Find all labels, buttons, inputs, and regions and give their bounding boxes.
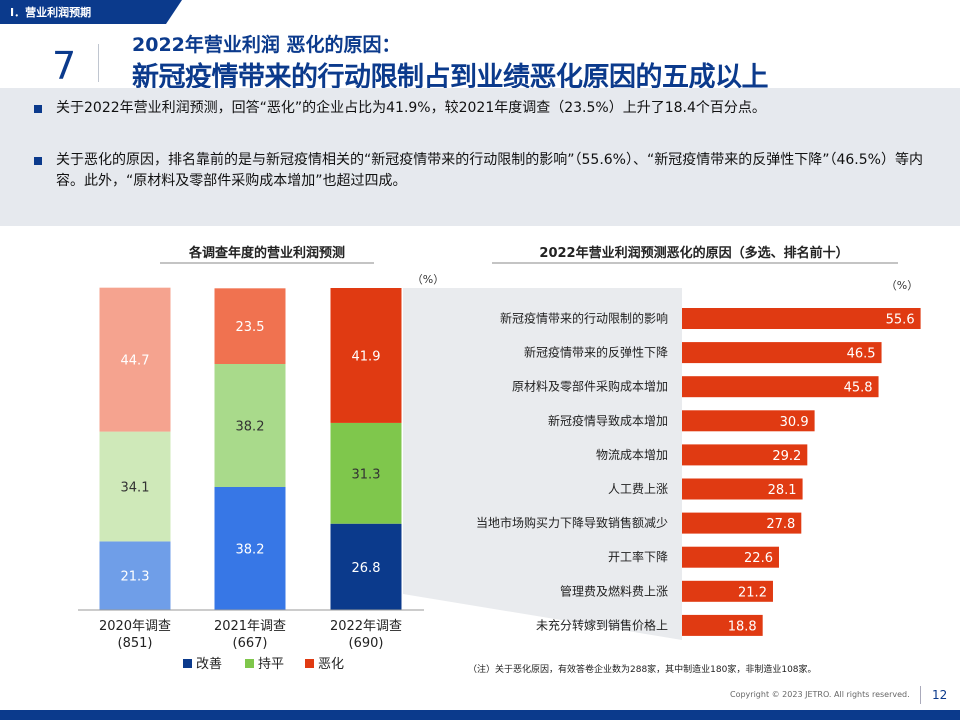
data-label: 29.2 [772, 449, 801, 464]
horizontal-bar [682, 444, 808, 466]
data-label: 38.2 [236, 419, 265, 434]
data-label: 18.8 [728, 619, 757, 634]
horizontal-bar [682, 512, 802, 534]
callout-connector [403, 288, 682, 640]
y-tick-label: 人工费上涨 [608, 481, 668, 496]
stacked-bar-segment [330, 288, 402, 423]
page-number: 7 [52, 44, 77, 88]
horizontal-bar-chart: 2022年营业利润预测恶化的原因（多选、排名前十） （%） 55.6 新冠疫情带来的行… [476, 245, 921, 636]
y-tick-label: 新冠疫情导致成本增加 [548, 413, 668, 428]
y-tick-label: 当地市场购买力下降导致销售额减少 [476, 515, 668, 530]
charts-area: 各调查年度的营业利润预测 （%） 21.3 34.1 44.7 2020年调查 (851) 3… [78, 245, 921, 670]
data-label: 28.1 [768, 483, 797, 498]
data-label: 27.8 [766, 517, 795, 532]
x-tick-count: (851) [118, 636, 153, 651]
data-label: 31.3 [352, 467, 381, 482]
data-label: 21.3 [121, 570, 150, 585]
legend-label: 改善 [196, 656, 222, 670]
summary-bullet-text: 关于2022年营业利润预测，回答“恶化”的企业占比为41.9%，较2021年度调… [56, 100, 766, 116]
left-chart-title: 各调查年度的营业利润预测 [188, 245, 345, 261]
left-chart-unit: （%） [412, 273, 444, 286]
page-title: 新冠疫情带来的行动限制占到业绩恶化原因的五成以上 [132, 62, 769, 93]
horizontal-bar [682, 308, 921, 329]
data-label: 21.2 [738, 585, 767, 600]
bullet-square-icon [34, 105, 42, 113]
data-label: 34.1 [121, 481, 150, 496]
horizontal-bar [682, 342, 882, 364]
y-tick-label: 物流成本增加 [596, 448, 668, 462]
horizontal-bar [682, 478, 803, 500]
stacked-bar-segment [214, 363, 286, 487]
data-label: 45.8 [844, 381, 873, 396]
data-label: 22.6 [744, 551, 773, 566]
footer-page-number: 12 [932, 688, 948, 702]
data-label: 41.9 [352, 349, 381, 364]
y-tick-label: 未充分转嫁到销售价格上 [536, 617, 668, 632]
title-divider [98, 44, 99, 82]
summary-bullet: 关于恶化的原因，排名靠前的是与新冠疫情相关的“新冠疫情带来的行动限制的影响”（5… [34, 150, 923, 192]
section-tag: Ⅰ．营业利润预期 [10, 6, 92, 19]
right-chart-unit: （%） [886, 279, 918, 292]
y-tick-label: 管理费及燃料费上涨 [560, 583, 668, 598]
stacked-bar-segment [330, 523, 402, 610]
y-tick-label: 新冠疫情带来的反弹性下降 [524, 345, 668, 360]
stacked-bar-segment [330, 422, 402, 524]
stacked-bar-chart: 各调查年度的营业利润预测 （%） 21.3 34.1 44.7 2020年调查 (851) 3… [78, 245, 444, 670]
footer-divider [920, 686, 921, 704]
data-label: 46.5 [847, 347, 876, 362]
legend-swatch [305, 659, 314, 668]
legend-swatch [183, 659, 192, 668]
legend-label: 持平 [258, 657, 284, 670]
x-tick-count: (690) [349, 636, 384, 651]
x-tick-label: 2021年调查 [214, 619, 286, 634]
chart-footnote: （注）关于恶化原因，有效答卷企业数为288家，其中制造业180家，非制造业108… [468, 665, 817, 675]
x-tick-count: (667) [233, 636, 268, 651]
y-tick-label: 原材料及零部件采购成本增加 [512, 379, 668, 394]
data-label: 44.7 [121, 354, 150, 369]
horizontal-bar [682, 410, 815, 432]
section-tag-background [0, 0, 182, 24]
data-label: 26.8 [352, 561, 381, 576]
horizontal-bar [682, 376, 879, 398]
legend-label: 恶化 [318, 657, 344, 670]
legend-swatch [245, 659, 254, 668]
stacked-bar-segment [214, 288, 286, 364]
data-label: 55.6 [886, 313, 915, 328]
stacked-bar-segment [99, 541, 171, 610]
page-subtitle: 2022年营业利润 恶化的原因： [132, 34, 401, 56]
right-chart-title: 2022年营业利润预测恶化的原因（多选、排名前十） [539, 245, 848, 261]
horizontal-bar [682, 614, 763, 636]
summary-box: 关于2022年营业利润预测，回答“恶化”的企业占比为41.9%，较2021年度调… [0, 88, 960, 226]
x-tick-label: 2020年调查 [99, 619, 171, 634]
bottom-brand-bar [0, 710, 960, 720]
bullet-square-icon [34, 157, 42, 165]
horizontal-bar [682, 546, 779, 568]
horizontal-bar [682, 580, 773, 602]
x-tick-label: 2022年调查 [330, 619, 402, 634]
data-label: 30.9 [780, 415, 809, 430]
y-tick-label: 开工率下降 [608, 549, 668, 564]
stacked-bar-segment [99, 287, 171, 432]
stacked-bar-segment [99, 431, 171, 542]
summary-bullet-text: 关于恶化的原因，排名靠前的是与新冠疫情相关的“新冠疫情带来的行动限制的影响”（5… [56, 152, 923, 189]
stacked-bar-segment [214, 486, 286, 610]
data-label: 38.2 [236, 542, 265, 557]
y-tick-label: 新冠疫情带来的行动限制的影响 [500, 311, 668, 326]
summary-bullet: 关于2022年营业利润预测，回答“恶化”的企业占比为41.9%，较2021年度调… [34, 98, 923, 119]
data-label: 23.5 [236, 320, 265, 335]
copyright-text: Copyright © 2023 JETRO. All rights reser… [730, 690, 910, 699]
